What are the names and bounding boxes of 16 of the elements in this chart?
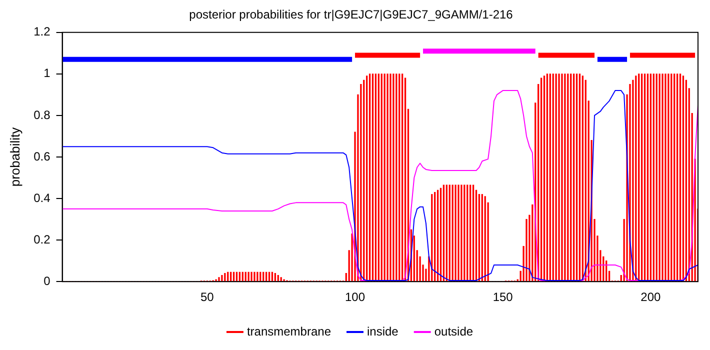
y-tick-label: 0.2: [34, 232, 51, 246]
x-tick-label: 150: [492, 290, 514, 304]
y-axis-title: probability: [7, 126, 22, 187]
y-tick-label: 0: [44, 274, 51, 288]
legend-label: outside: [434, 324, 474, 338]
x-tick-label: 50: [200, 290, 214, 304]
legend-label: transmembrane: [246, 324, 332, 338]
chart-title: posterior probabilities for tr|G9EJC7|G9EJC7_9GAMM/1-216: [189, 8, 514, 22]
y-tick-label: 0.8: [34, 108, 51, 122]
legend-label: inside: [366, 324, 399, 338]
x-tick-label: 200: [640, 290, 662, 304]
x-tick-label: 100: [344, 290, 366, 304]
y-tick-label: 1.2: [34, 24, 51, 39]
y-tick-label: 0.6: [34, 149, 51, 164]
y-tick-label: 0.4: [34, 190, 51, 205]
y-tick-label: 1: [44, 66, 51, 80]
